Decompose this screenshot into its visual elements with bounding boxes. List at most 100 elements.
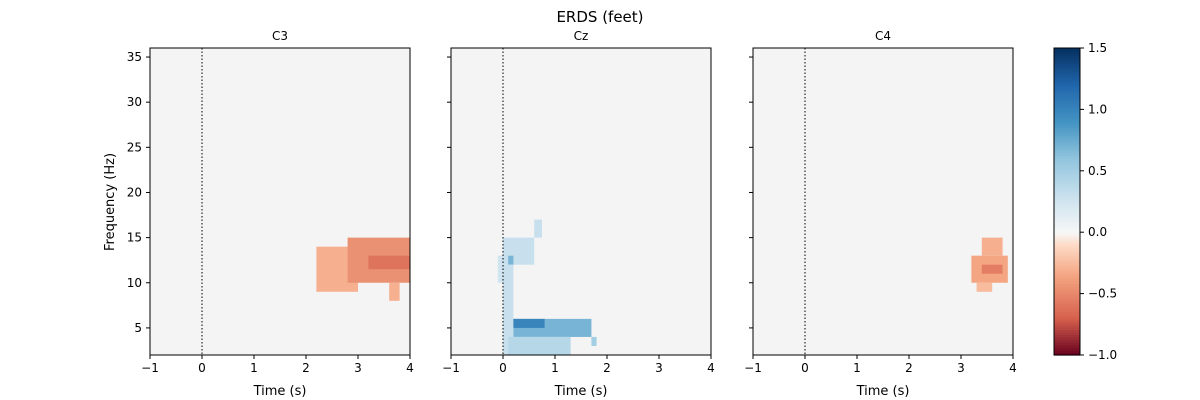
y-tick-label: 35 <box>127 50 142 64</box>
x-tick-label: 4 <box>707 361 715 375</box>
colorbar-segment <box>1054 65 1080 70</box>
colorbar-segment <box>1054 178 1080 182</box>
x-axis-label: Time (s) <box>554 384 608 399</box>
colorbar-segment <box>1054 60 1080 64</box>
colorbar-tick-label: 0.0 <box>1088 225 1107 239</box>
colorbar-segment <box>1054 216 1080 221</box>
colorbar-frame <box>1053 47 1081 356</box>
colorbar-segment <box>1054 158 1080 162</box>
heatmap-region <box>503 264 514 355</box>
colorbar-segment <box>1054 71 1080 75</box>
colorbar-segment <box>1054 86 1080 90</box>
colorbar-segment <box>1054 344 1080 348</box>
panel-cz: Cz −1 0 1 2 3 4 Time (s) <box>442 29 715 399</box>
colorbar-segment <box>1054 303 1080 307</box>
colorbar-segment <box>1054 255 1080 259</box>
colorbar-segment <box>1054 311 1080 315</box>
colorbar-segment <box>1054 206 1080 210</box>
heatmap-region <box>513 318 545 328</box>
y-tick-label: 10 <box>127 276 142 290</box>
panel-background <box>753 48 1013 355</box>
colorbar-segment <box>1054 316 1080 320</box>
colorbar-segment <box>1054 134 1080 139</box>
heatmap-region <box>389 282 400 301</box>
colorbar-segment <box>1054 140 1080 144</box>
colorbar-segment <box>1054 137 1080 141</box>
x-axis-label: Time (s) <box>253 384 307 399</box>
x-tick-label: 3 <box>957 361 965 375</box>
colorbar-segment <box>1054 111 1080 116</box>
colorbar-segment <box>1054 142 1080 146</box>
colorbar-segment <box>1054 160 1080 164</box>
x-tick-label: 4 <box>1009 361 1017 375</box>
colorbar-segment <box>1054 145 1080 149</box>
colorbar-segment <box>1054 257 1080 261</box>
colorbar-segment <box>1054 268 1080 272</box>
y-tick-label: 5 <box>134 321 142 335</box>
colorbar-segment <box>1054 170 1080 174</box>
x-tick-label: 0 <box>801 361 809 375</box>
colorbar-segment <box>1054 181 1080 185</box>
channel-label: C4 <box>875 29 891 43</box>
colorbar-segment <box>1054 342 1080 346</box>
colorbar-segment <box>1054 273 1080 277</box>
colorbar-segment <box>1054 127 1080 131</box>
colorbar-segment <box>1054 219 1080 223</box>
heatmap-region <box>534 219 542 238</box>
colorbar-segment <box>1054 81 1080 85</box>
colorbar-segment <box>1054 280 1080 284</box>
colorbar-segment <box>1054 224 1080 228</box>
colorbar-segment <box>1054 168 1080 172</box>
y-tick-label: 25 <box>127 140 142 154</box>
colorbar-segment <box>1054 234 1080 238</box>
colorbar-segment <box>1054 285 1080 290</box>
colorbar: −1.0 −0.5 0.0 0.5 1.0 1.5 <box>1053 41 1117 362</box>
colorbar-segment <box>1054 349 1080 354</box>
colorbar-segment <box>1054 73 1080 77</box>
colorbar-segment <box>1054 88 1080 93</box>
colorbar-segment <box>1054 229 1080 233</box>
colorbar-segment <box>1054 99 1080 103</box>
heatmap-region <box>497 255 503 283</box>
y-tick-label: 30 <box>127 95 142 109</box>
colorbar-segment <box>1054 150 1080 154</box>
colorbar-segment <box>1054 147 1080 151</box>
colorbar-segment <box>1054 275 1080 279</box>
x-tick-label: 0 <box>499 361 507 375</box>
colorbar-segment <box>1054 232 1080 236</box>
x-tick-label: 1 <box>853 361 861 375</box>
colorbar-segment <box>1054 288 1080 292</box>
colorbar-segment <box>1054 109 1080 113</box>
colorbar-segment <box>1054 221 1080 226</box>
colorbar-segment <box>1054 291 1080 295</box>
colorbar-segment <box>1054 196 1080 200</box>
colorbar-segment <box>1054 58 1080 62</box>
colorbar-segment <box>1054 244 1080 249</box>
colorbar-segment <box>1054 293 1080 297</box>
colorbar-segment <box>1054 237 1080 241</box>
colorbar-segment <box>1054 163 1080 167</box>
heatmap-region <box>508 336 571 355</box>
colorbar-segment <box>1054 262 1080 267</box>
colorbar-segment <box>1054 252 1080 256</box>
channel-label: Cz <box>574 29 589 43</box>
colorbar-segment <box>1054 193 1080 197</box>
panel-c4: C4 −1 0 1 2 3 4 Time (s) <box>744 29 1017 399</box>
colorbar-segment <box>1054 319 1080 323</box>
colorbar-segment <box>1054 96 1080 100</box>
x-tick-label: 1 <box>551 361 559 375</box>
channel-label: C3 <box>272 29 288 43</box>
colorbar-tick-label: −1.0 <box>1088 348 1117 362</box>
panel-c3: C3 −1 0 1 2 3 4 Time (s) 5 10 15 20 25 30 35 <box>127 29 414 399</box>
colorbar-segment <box>1054 129 1080 134</box>
colorbar-segment <box>1054 155 1080 159</box>
x-tick-label: 2 <box>905 361 913 375</box>
colorbar-segment <box>1054 186 1080 190</box>
colorbar-segment <box>1054 198 1080 203</box>
y-axis-label: Frequency (Hz) <box>103 153 118 251</box>
colorbar-segment <box>1054 339 1080 343</box>
colorbar-segment <box>1054 324 1080 328</box>
colorbar-segment <box>1054 94 1080 98</box>
colorbar-segment <box>1054 278 1080 282</box>
